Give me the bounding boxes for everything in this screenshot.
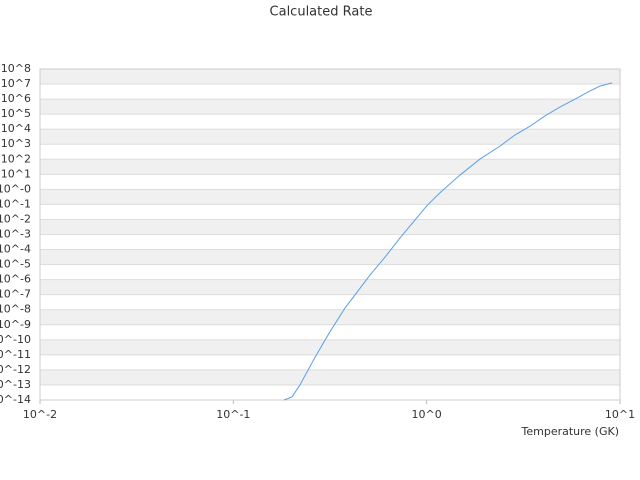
y-tick-label: 10^3 bbox=[1, 137, 31, 150]
chart-title: Calculated Rate bbox=[270, 5, 373, 20]
grid-band bbox=[40, 234, 620, 250]
y-tick-label: 10^-7 bbox=[0, 288, 31, 301]
grid-band bbox=[40, 159, 620, 175]
grid-band bbox=[40, 354, 620, 370]
x-axis-label: Temperature (GK) bbox=[521, 425, 620, 438]
grid-band bbox=[40, 129, 620, 145]
y-tick-label: 10^7 bbox=[1, 77, 31, 90]
grid-band bbox=[40, 249, 620, 265]
grid-band bbox=[40, 204, 620, 220]
y-tick-label: 10^-13 bbox=[0, 378, 31, 391]
grid-band bbox=[40, 174, 620, 190]
y-tick-label: 10^-5 bbox=[0, 258, 31, 271]
y-tick-label: 10^-4 bbox=[0, 243, 31, 256]
y-tick-label: 10^8 bbox=[1, 62, 31, 75]
y-tick-label: 10^6 bbox=[1, 92, 31, 105]
grid-band bbox=[40, 144, 620, 160]
y-tick-label: 10^2 bbox=[1, 152, 31, 165]
y-tick-label: 10^-9 bbox=[0, 318, 31, 331]
y-tick-label: 10^-0 bbox=[0, 182, 31, 195]
plot-border bbox=[39, 68, 621, 401]
y-tick-label: 10^-2 bbox=[0, 212, 31, 225]
x-tick-label: 10^-2 bbox=[23, 408, 57, 421]
grid-band bbox=[40, 99, 620, 115]
y-tick-label: 10^-6 bbox=[0, 273, 31, 286]
grid-band bbox=[40, 219, 620, 235]
y-tick-label: 10^-1 bbox=[0, 197, 31, 210]
y-tick-label: 10^-14 bbox=[0, 393, 31, 406]
grid-band bbox=[40, 384, 620, 400]
grid-band bbox=[40, 84, 620, 100]
y-tick-label: 10^5 bbox=[1, 107, 31, 120]
grid-band bbox=[40, 189, 620, 205]
y-tick-label: 10^-3 bbox=[0, 228, 31, 241]
y-tick-label: 10^-10 bbox=[0, 333, 31, 346]
x-tick-label: 10^1 bbox=[605, 408, 635, 421]
y-tick-label: 10^-12 bbox=[0, 363, 31, 376]
grid-band bbox=[40, 339, 620, 355]
grid-band bbox=[40, 69, 620, 85]
grid-band bbox=[40, 114, 620, 130]
y-tick-label: 10^1 bbox=[1, 167, 31, 180]
y-tick-label: 10^-8 bbox=[0, 303, 31, 316]
grid-band bbox=[40, 279, 620, 295]
y-tick-label: 10^-11 bbox=[0, 348, 31, 361]
grid-band bbox=[40, 309, 620, 325]
data-line bbox=[283, 82, 613, 401]
grid-band bbox=[40, 369, 620, 385]
x-tick-label: 10^0 bbox=[412, 408, 442, 421]
x-tick-label: 10^-1 bbox=[216, 408, 250, 421]
y-tick-label: 10^4 bbox=[1, 122, 31, 135]
grid-band bbox=[40, 294, 620, 310]
grid-band bbox=[40, 264, 620, 280]
